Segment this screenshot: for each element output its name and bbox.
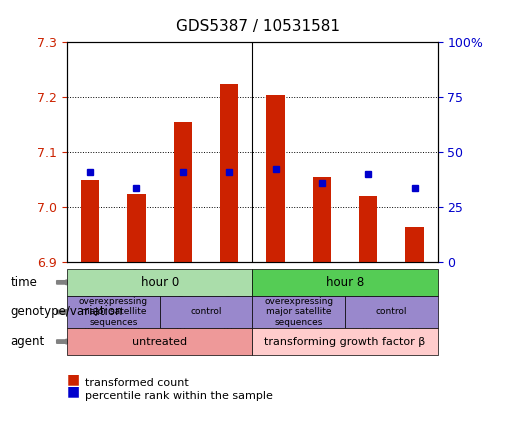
Text: untreated: untreated [132,337,187,346]
Bar [359,196,377,262]
Bar [405,226,424,262]
Text: ■: ■ [67,372,80,386]
Bar [81,180,99,262]
Bar [174,122,192,262]
Bar [313,177,331,262]
Bar [266,94,285,262]
Text: control: control [375,308,407,316]
Text: percentile rank within the sample: percentile rank within the sample [85,390,273,401]
Text: overexpressing
major satellite
sequences: overexpressing major satellite sequences [79,297,148,327]
Text: transforming growth factor β: transforming growth factor β [264,337,426,346]
Bar [127,193,146,262]
Text: genotype/variation: genotype/variation [10,305,123,319]
Text: transformed count: transformed count [85,378,188,388]
Text: agent: agent [10,335,45,348]
Text: control: control [190,308,222,316]
Bar [220,83,238,262]
Text: hour 8: hour 8 [326,276,364,289]
Text: time: time [10,276,37,289]
Text: ■: ■ [67,385,80,398]
Text: hour 0: hour 0 [141,276,179,289]
Text: overexpressing
major satellite
sequences: overexpressing major satellite sequences [264,297,333,327]
Text: GDS5387 / 10531581: GDS5387 / 10531581 [176,19,339,34]
